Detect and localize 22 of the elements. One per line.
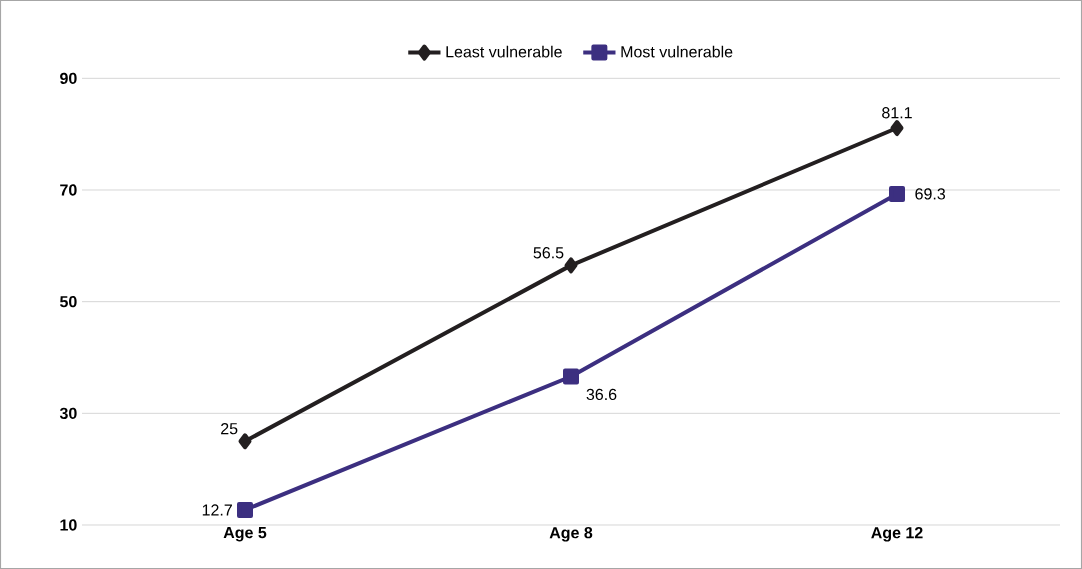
x-tick-label: Age 8 [549,527,593,542]
data-label: 69.3 [915,188,946,200]
point [890,120,904,137]
point [889,185,905,202]
y-tick-label: 90 [60,72,77,84]
point [237,501,253,518]
data-label: 36.6 [586,388,617,401]
y-tick-label: 70 [60,184,77,196]
point [238,433,252,450]
point [563,368,579,385]
y-tick-label: 30 [59,407,77,420]
data-label: 56.5 [533,247,564,259]
data-label: 25 [221,422,238,435]
x-tick-label: Age 12 [871,527,923,542]
point [564,257,578,274]
y-tick-label: 50 [60,296,77,308]
y-tick-label: 10 [60,519,77,531]
data-label: 12.7 [202,504,232,516]
legend-label: Most vulnerable [621,45,733,58]
x-tick-label: Age 5 [223,527,267,542]
data-label: 81.1 [882,107,912,119]
legend-label: Least vulnerable [446,45,562,58]
